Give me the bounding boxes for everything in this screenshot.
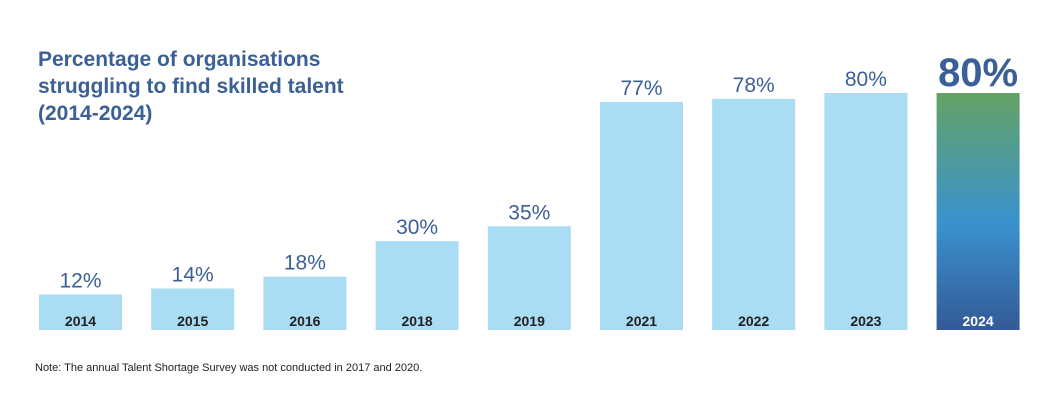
value-label-2023: 80% xyxy=(845,68,887,91)
value-label-2015: 14% xyxy=(172,264,214,287)
value-label-2021: 77% xyxy=(620,77,662,100)
bar-2015 xyxy=(151,288,235,330)
category-label-2016: 2016 xyxy=(289,313,320,329)
bar-2024 xyxy=(936,93,1020,330)
bars-group: 12% 2014 14% 2015 18% 2016 30% 2018 35% 2019 77% 20… xyxy=(39,51,1020,330)
value-label-2019: 35% xyxy=(508,201,550,224)
bar-2022 xyxy=(712,98,796,330)
category-label-2015: 2015 xyxy=(177,313,208,329)
category-label-2014: 2014 xyxy=(65,313,96,329)
category-label-2024: 2024 xyxy=(963,313,994,329)
bar-2021 xyxy=(600,101,683,330)
value-label-2016: 18% xyxy=(284,252,326,275)
category-label-2022: 2022 xyxy=(738,313,769,329)
bar-2016 xyxy=(263,276,347,330)
bar-2014 xyxy=(39,294,122,330)
value-label-2024: 80% xyxy=(938,51,1018,95)
category-label-2019: 2019 xyxy=(514,313,545,329)
bar-2019 xyxy=(487,226,571,330)
value-label-2022: 78% xyxy=(733,74,775,97)
category-label-2021: 2021 xyxy=(626,313,657,329)
category-label-2023: 2023 xyxy=(850,313,881,329)
bar-2023 xyxy=(824,93,908,330)
category-label-2018: 2018 xyxy=(402,313,433,329)
bar-2018 xyxy=(375,241,459,330)
chart-title: Percentage of organisations struggling t… xyxy=(38,48,344,125)
value-label-2018: 30% xyxy=(396,216,438,239)
value-label-2014: 12% xyxy=(59,269,101,292)
footnote: Note: The annual Talent Shortage Survey … xyxy=(35,362,423,374)
